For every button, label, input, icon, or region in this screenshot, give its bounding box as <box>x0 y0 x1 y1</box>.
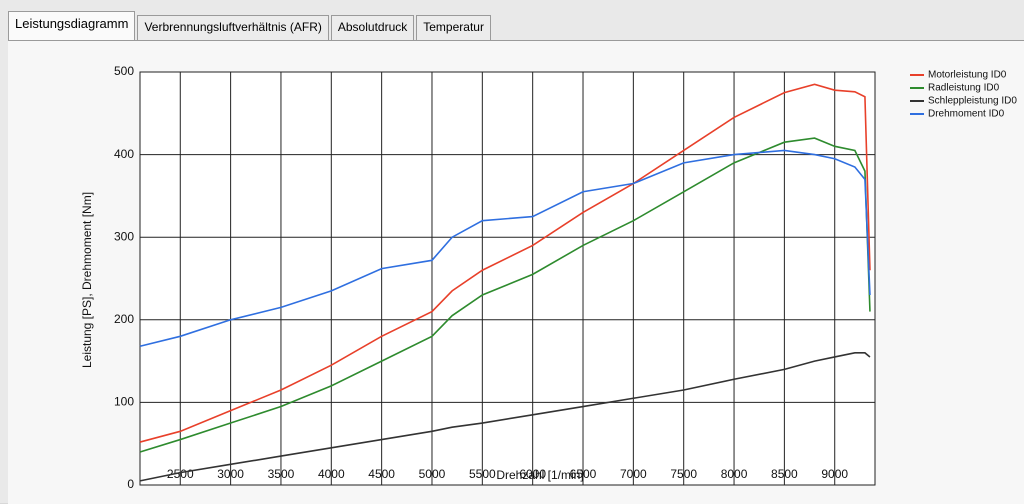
tab[interactable]: Verbrennungsluftverhältnis (AFR) <box>137 15 329 40</box>
legend-label: Drehmoment ID0 <box>928 109 1005 120</box>
series-line <box>139 352 871 482</box>
legend: Motorleistung ID0 Radleistung ID0 Schleppl… <box>910 70 1017 120</box>
tab[interactable]: Leistungsdiagramm <box>8 11 136 40</box>
series-line <box>139 137 871 453</box>
y-tick-label: 100 <box>114 395 134 409</box>
legend-label: Schleppleistung ID0 <box>928 96 1017 107</box>
y-tick-label: 200 <box>114 312 134 326</box>
legend-label: Radleistung ID0 <box>928 83 1000 94</box>
tab-bar: Leistungsdiagramm Verbrennungsluftverhäl… <box>8 11 493 40</box>
y-tick-label: 0 <box>127 477 134 491</box>
y-tick-label: 400 <box>114 147 134 161</box>
x-axis-label: Drehzahl [1/min] <box>496 468 583 482</box>
plot-area <box>139 71 876 486</box>
y-tick-label: 500 <box>114 64 134 78</box>
tab[interactable]: Absolutdruck <box>330 15 415 40</box>
series-line <box>139 149 871 348</box>
tab[interactable]: Temperatur <box>416 15 491 40</box>
legend-label: Motorleistung ID0 <box>928 70 1007 81</box>
y-tick-label: 300 <box>114 229 134 243</box>
y-axis-label: Leistung [PS], Drehmoment [Nm] <box>80 192 94 368</box>
series-line <box>139 83 871 443</box>
